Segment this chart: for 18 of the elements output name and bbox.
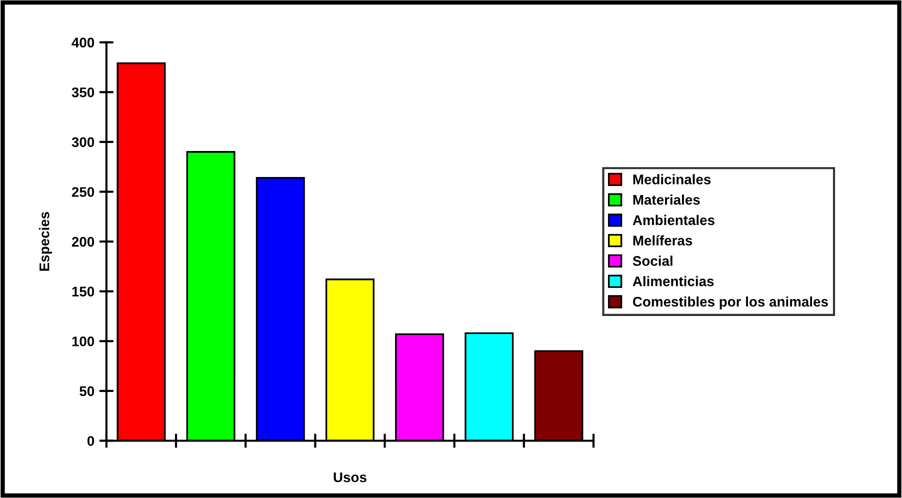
- y-tick-label: 0: [87, 436, 94, 446]
- legend-label: Ambientales: [632, 214, 714, 226]
- x-axis-title: Usos: [334, 472, 366, 482]
- y-axis-title: Especies: [39, 212, 52, 271]
- legend-label: Social: [632, 256, 672, 266]
- legend-label: Medicinales: [633, 174, 711, 184]
- y-tick-label: 300: [72, 137, 94, 148]
- legend-label: Melíferas: [633, 235, 692, 246]
- y-tick-label: 400: [72, 38, 94, 48]
- y-tick-label: 150: [72, 286, 94, 296]
- y-tick-label: 250: [72, 187, 94, 197]
- y-tick-label: 100: [72, 336, 94, 346]
- legend-label: Comestibles por los animales: [632, 296, 828, 310]
- y-tick-label: 350: [72, 87, 94, 98]
- legend-label: Alimenticias: [632, 276, 714, 286]
- y-tick-label: 50: [80, 386, 94, 396]
- legend-label: Materiales: [633, 194, 700, 205]
- y-tick-label: 200: [72, 236, 94, 247]
